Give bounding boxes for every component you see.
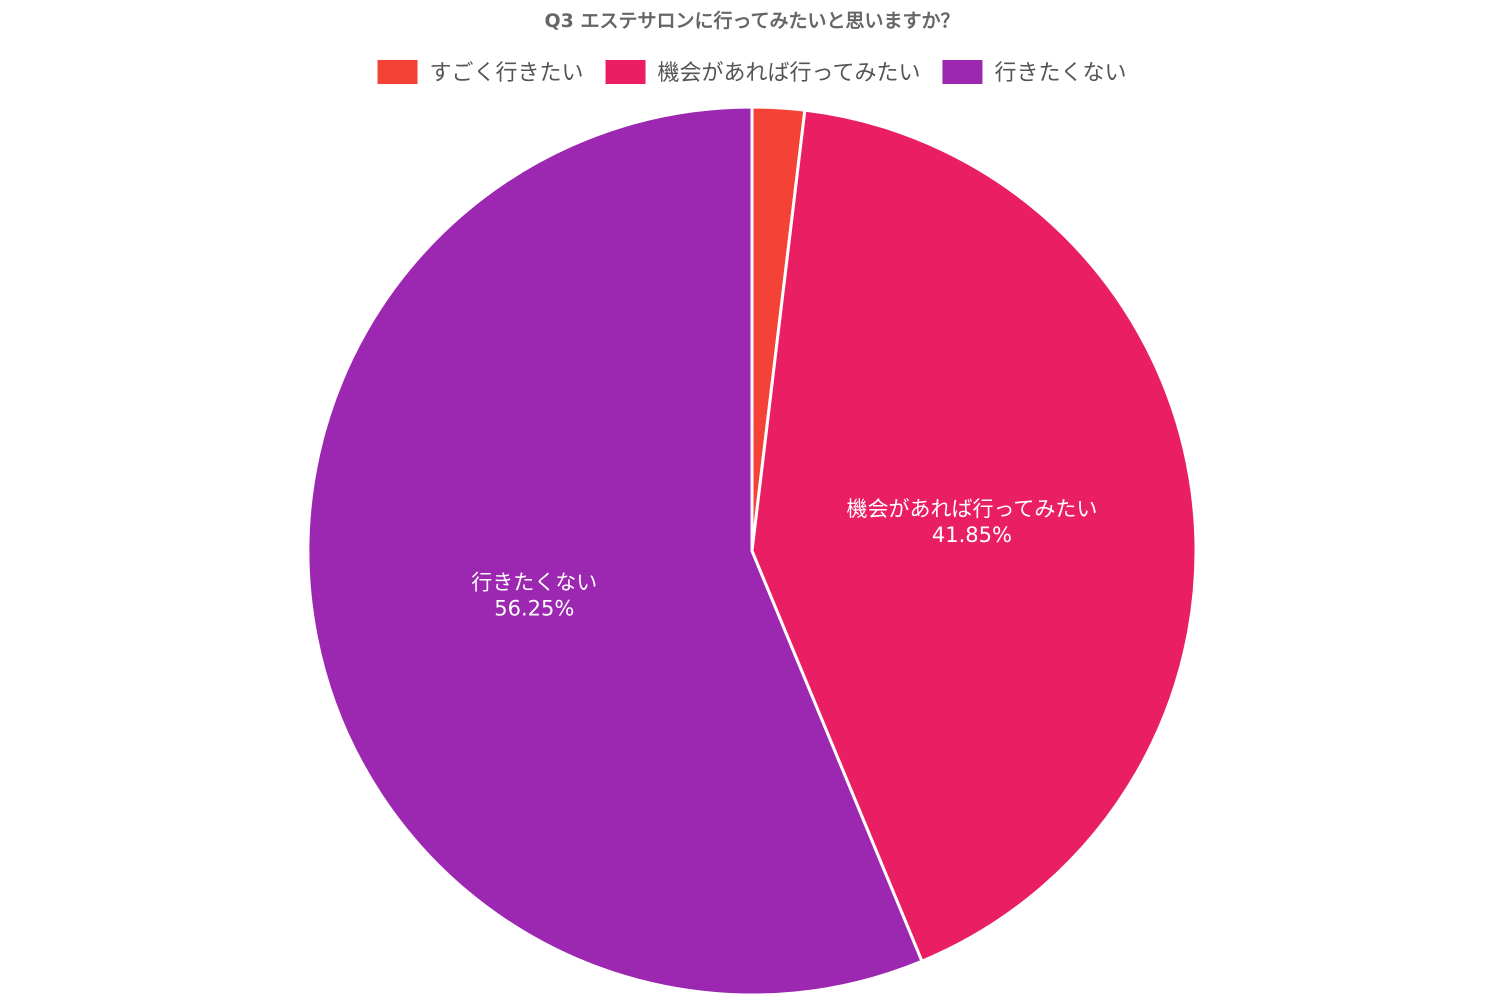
legend-label-2: 機会があれば行ってみたい xyxy=(658,61,921,86)
legend-label-1: すごく行きたい xyxy=(430,61,584,86)
legend: すごく行きたい 機会があれば行ってみたい 行きたくない xyxy=(377,60,1126,86)
pie-slices xyxy=(306,105,1198,997)
pie-slice-3 xyxy=(306,105,924,997)
legend-item-1[interactable]: すごく行きたい xyxy=(377,60,584,86)
slice-label-name-3: 行きたくない xyxy=(471,570,597,594)
legend-swatch-1 xyxy=(377,60,418,84)
slice-label-value-3: 56.25% xyxy=(494,596,574,620)
legend-label-3: 行きたくない xyxy=(994,61,1126,86)
slice-label-name-2: 機会があれば行ってみたい xyxy=(846,497,1097,521)
chart-title: Q3 エステサロンに行ってみたいと思いますか？ xyxy=(544,9,959,32)
legend-swatch-2 xyxy=(605,60,646,84)
legend-item-3[interactable]: 行きたくない xyxy=(942,60,1126,86)
pie-slice-2 xyxy=(750,108,1198,963)
slice-label-value-2: 41.85% xyxy=(932,523,1012,547)
legend-item-2[interactable]: 機会があれば行ってみたい xyxy=(605,60,921,86)
legend-swatch-3 xyxy=(942,60,983,84)
